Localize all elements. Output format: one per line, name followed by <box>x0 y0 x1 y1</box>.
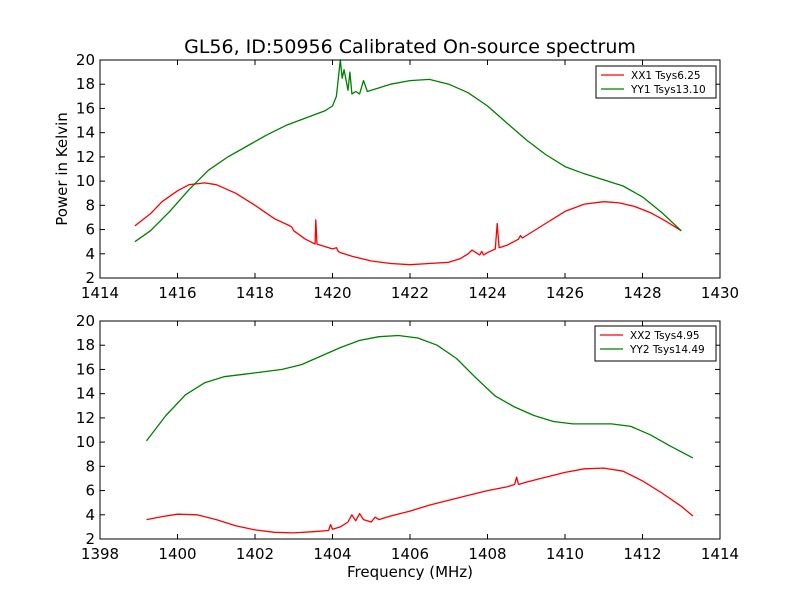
y-tick-label: 2 <box>85 530 95 548</box>
x-tick-label: 1398 <box>81 545 119 563</box>
x-tick-label: 1400 <box>158 545 196 563</box>
y-tick-label: 12 <box>76 148 95 166</box>
chart-title: GL56, ID:50956 Calibrated On-source spec… <box>184 36 636 58</box>
legend-label: YY2 Tsys14.49 <box>629 344 705 356</box>
x-tick-label: 1402 <box>236 545 274 563</box>
legend-box <box>595 65 717 99</box>
legend-box <box>594 325 717 362</box>
x-tick-label: 1406 <box>391 545 429 563</box>
y-tick-label: 6 <box>85 221 95 239</box>
y-tick-label: 18 <box>76 336 95 354</box>
y-tick-label: 6 <box>85 482 95 500</box>
legend-label: YY1 Tsys13.10 <box>630 84 706 96</box>
x-tick-label: 1414 <box>81 284 119 302</box>
x-tick-label: 1426 <box>546 284 584 302</box>
x-tick-label: 1418 <box>236 284 274 302</box>
y-tick-label: 18 <box>76 75 95 93</box>
y-tick-label: 20 <box>76 312 95 330</box>
x-tick-label: 1428 <box>623 284 661 302</box>
top-panel: 1414 1416 1418 1420 1422 1424 1426 1428 14302468… <box>76 51 739 302</box>
x-tick-label: 1410 <box>546 545 584 563</box>
series-line-yy2 <box>145 334 694 459</box>
x-tick-label: 1424 <box>468 284 506 302</box>
x-tick-label: 1422 <box>391 284 429 302</box>
y-tick-label: 10 <box>76 172 95 190</box>
y-tick-label: 2 <box>85 269 95 287</box>
y-tick-label: 12 <box>76 409 95 427</box>
series-line-xx2 <box>146 467 694 534</box>
series-line-yy1 <box>134 59 682 243</box>
series-line-xx1 <box>134 182 682 266</box>
x-axis-label: Frequency (MHz) <box>347 563 473 581</box>
x-tick-label: 1420 <box>313 284 351 302</box>
x-tick-label: 1408 <box>468 545 506 563</box>
y-tick-label: 20 <box>76 51 95 69</box>
y-tick-label: 8 <box>85 196 95 214</box>
legend-label: XX2 Tsys4.95 <box>630 330 700 342</box>
y-tick-label: 4 <box>85 506 95 524</box>
bottom-panel: 1398 1400 1402 1404 1406 1408 1410 1412 14142468… <box>76 312 739 563</box>
legend-label: XX1 Tsys6.25 <box>631 70 701 82</box>
y-tick-label: 14 <box>76 124 95 142</box>
y-tick-label: 16 <box>76 99 95 117</box>
x-tick-label: 1412 <box>623 545 661 563</box>
y-tick-label: 4 <box>85 245 95 263</box>
y-axis-label: Power in Kelvin <box>53 112 71 226</box>
x-tick-label: 1430 <box>701 284 739 302</box>
y-tick-label: 10 <box>76 433 95 451</box>
x-tick-label: 1404 <box>313 545 351 563</box>
y-tick-label: 8 <box>85 457 95 475</box>
y-tick-label: 16 <box>76 360 95 378</box>
x-tick-label: 1414 <box>701 545 739 563</box>
y-tick-label: 14 <box>76 385 95 403</box>
x-tick-label: 1416 <box>158 284 196 302</box>
